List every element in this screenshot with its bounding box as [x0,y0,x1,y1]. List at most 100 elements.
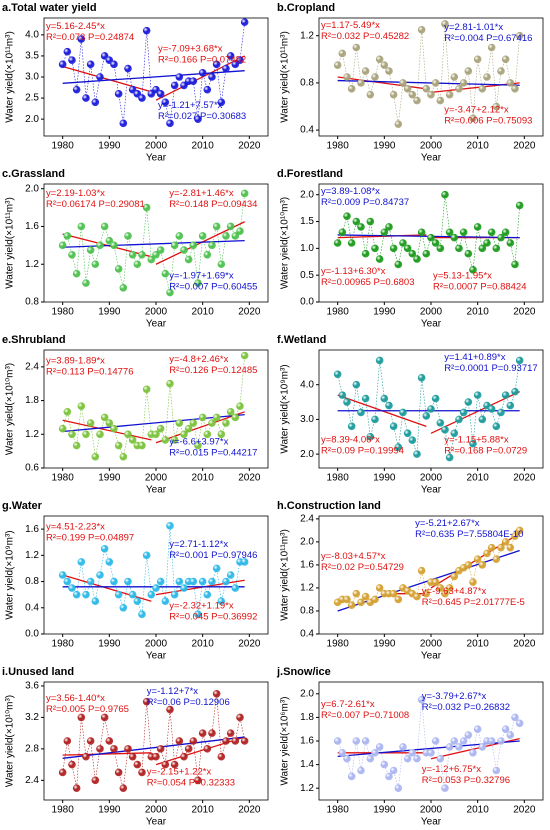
fit-annotation: y=-4.8+2.46*x [169,354,228,365]
y-tick-label: 1.2 [300,783,314,794]
data-point [380,228,389,237]
fit-annotation: R²=0.168 P=0.0729 [444,445,527,456]
x-tick-label: 2020 [513,473,536,484]
x-tick-label: 1990 [373,473,396,484]
x-axis-label: Year [421,319,442,330]
data-point [208,241,216,250]
data-point [343,754,351,763]
data-point [511,532,519,540]
data-point [445,743,454,751]
data-point [333,737,342,745]
data-point [166,119,174,128]
data-point [138,610,146,619]
fit-line [155,736,245,766]
data-point [170,81,179,90]
data-point [441,784,449,792]
data-point [133,597,142,606]
panel: i.Unused land Water yield(×10¹⁰m³) Year 2.4… [2,666,269,828]
y-tick-label: 2.4 [25,361,39,372]
panel-title: i.Unused land [2,666,74,678]
data-point [436,244,445,253]
fit-line [62,752,152,756]
fit-annotation: y=3.89-1.08*x [321,186,380,197]
data-point [455,743,463,751]
data-point [82,430,90,439]
data-point [497,737,505,745]
fit-annotation: R²=0.06 P=0.12906 [147,697,230,708]
data-point [72,269,81,278]
x-tick-label: 2020 [513,639,536,650]
x-tick-label: 1980 [52,473,75,484]
data-point [492,422,501,431]
data-point [240,558,249,566]
x-tick-label: 1980 [52,639,75,650]
connect-line [337,194,520,270]
data-point [203,85,212,94]
data-point [203,430,212,439]
data-point [100,222,109,231]
x-tick-label: 2000 [145,639,168,650]
data-point [497,408,505,417]
x-tick-label: 1990 [98,639,121,650]
data-point [222,419,230,427]
data-point [236,713,244,722]
y-tick-label: 1.4 [300,759,314,770]
data-point [180,752,188,761]
x-tick-label: 2010 [467,473,490,484]
data-point [161,98,170,107]
data-point [142,203,151,212]
fit-annotation: R²=0.006 P=0.75093 [444,116,532,127]
data-point [487,543,496,552]
fit-annotation: R²=0.166 P=0.07482 [158,54,246,65]
data-point [473,391,482,399]
data-point [380,760,389,769]
y-tick-label: 0.4 [300,125,314,136]
data-point [82,279,90,287]
fit-annotation: R²=0.06174 P=0.29081 [46,199,145,210]
data-point [212,60,221,69]
x-tick-label: 1990 [373,805,396,816]
fit-annotation: y=2.71-1.12*x [169,539,228,550]
fit-line [62,419,152,441]
data-point [222,232,230,240]
data-point [347,772,356,781]
x-tick-label: 2020 [238,639,261,650]
panel: d.Forestland Water yield(×10¹⁰m³) Year 0.0 0… [277,168,544,330]
y-tick-label: 2.5 [25,93,39,104]
y-tick-label: 0.8 [25,576,39,587]
x-tick-label: 2010 [192,307,215,318]
data-point [198,577,207,586]
data-point [105,737,114,745]
data-point [389,589,398,598]
data-point [77,222,86,231]
data-point [501,725,510,733]
fit-annotation: y=-6.6+3.97*x [169,437,228,448]
y-tick-label: 2.8 [25,744,39,755]
data-point [464,249,473,258]
data-point [431,79,440,87]
y-tick-label: 1.6 [25,524,39,535]
data-point [492,244,501,253]
data-point [399,408,407,417]
x-tick-label: 2000 [420,307,443,318]
x-tick-label: 1990 [98,141,121,152]
data-point [110,745,118,753]
y-tick-label: 2.4 [300,514,314,525]
data-point [194,776,202,785]
y-axis-label: Water yield(×10⁹m³) [5,530,16,619]
y-tick-label: 4.0 [25,29,39,40]
data-point [82,752,90,761]
fit-line [62,736,245,759]
data-point [338,228,347,237]
data-point [189,577,198,586]
x-tick-label: 2000 [145,141,168,152]
fit-line [337,76,427,90]
data-point [371,244,379,253]
data-point [124,232,132,240]
x-axis-label: Year [146,153,167,164]
data-point [501,538,510,546]
x-tick-label: 2000 [145,805,168,816]
fit-annotation: R²=0.045 P=0.36992 [169,611,257,622]
data-point [399,743,407,751]
fit-annotation: y=2.81-1.01*x [444,22,503,33]
